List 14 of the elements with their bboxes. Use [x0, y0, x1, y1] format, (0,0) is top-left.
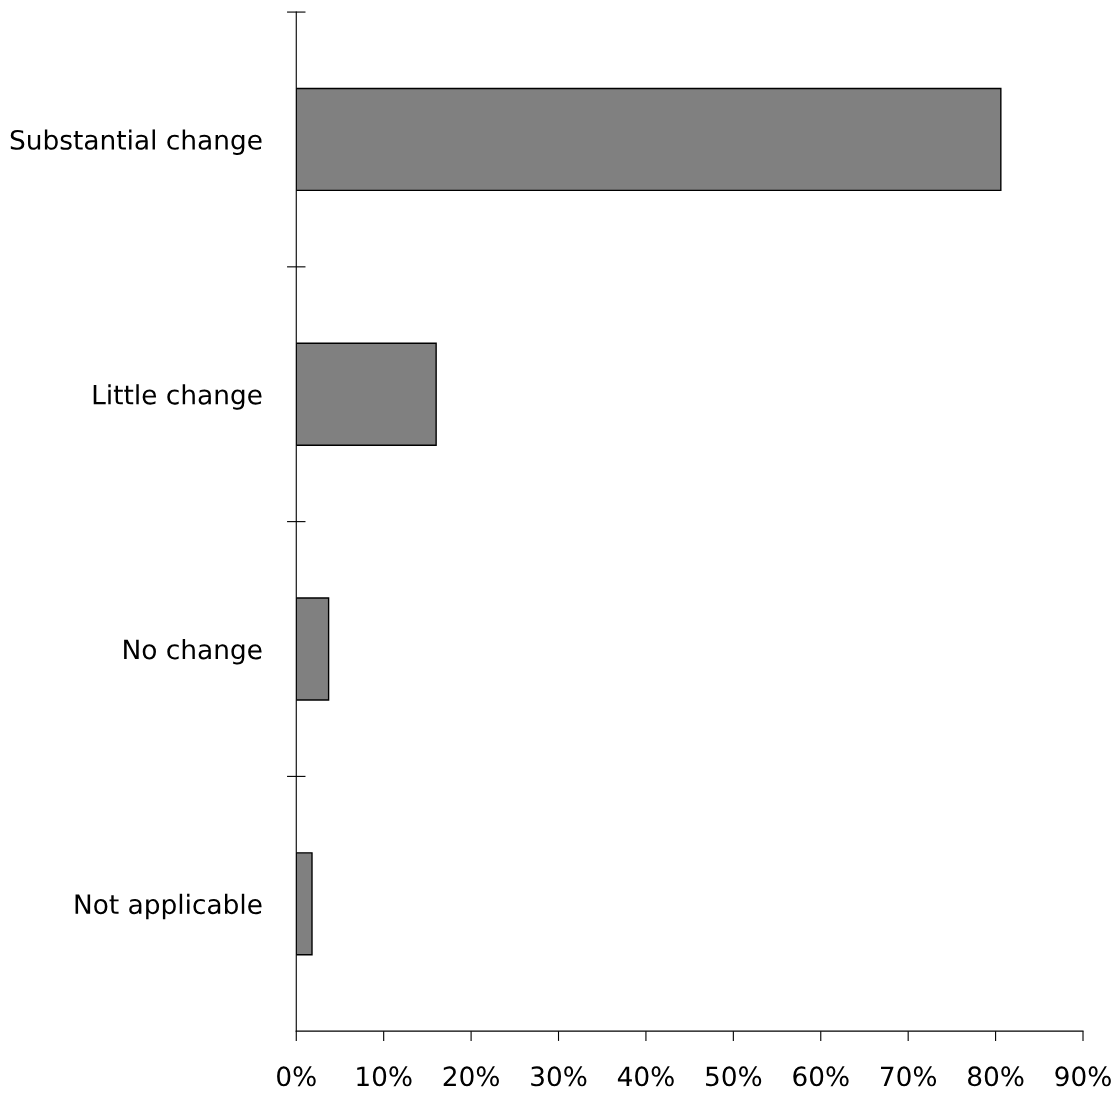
x-tick-label: 20%	[443, 1066, 499, 1087]
y-tick-label: Substantial change	[10, 129, 262, 155]
y-tick-label: Little change	[93, 384, 262, 410]
y-tick-label: Not applicable	[75, 893, 262, 920]
x-tick-label: 50%	[706, 1066, 762, 1087]
x-tick-label: 60%	[793, 1066, 849, 1087]
x-tick-label: 90%	[1055, 1066, 1111, 1087]
x-tick-label: 70%	[881, 1066, 937, 1087]
x-tick-label: 0%	[277, 1066, 316, 1087]
x-tick-label: 80%	[968, 1066, 1024, 1087]
x-tick-label: 40%	[617, 1066, 674, 1087]
x-tick-label: 30%	[531, 1066, 587, 1087]
y-tick-label: No change	[124, 638, 262, 665]
x-tick-label: 10%	[357, 1066, 412, 1087]
